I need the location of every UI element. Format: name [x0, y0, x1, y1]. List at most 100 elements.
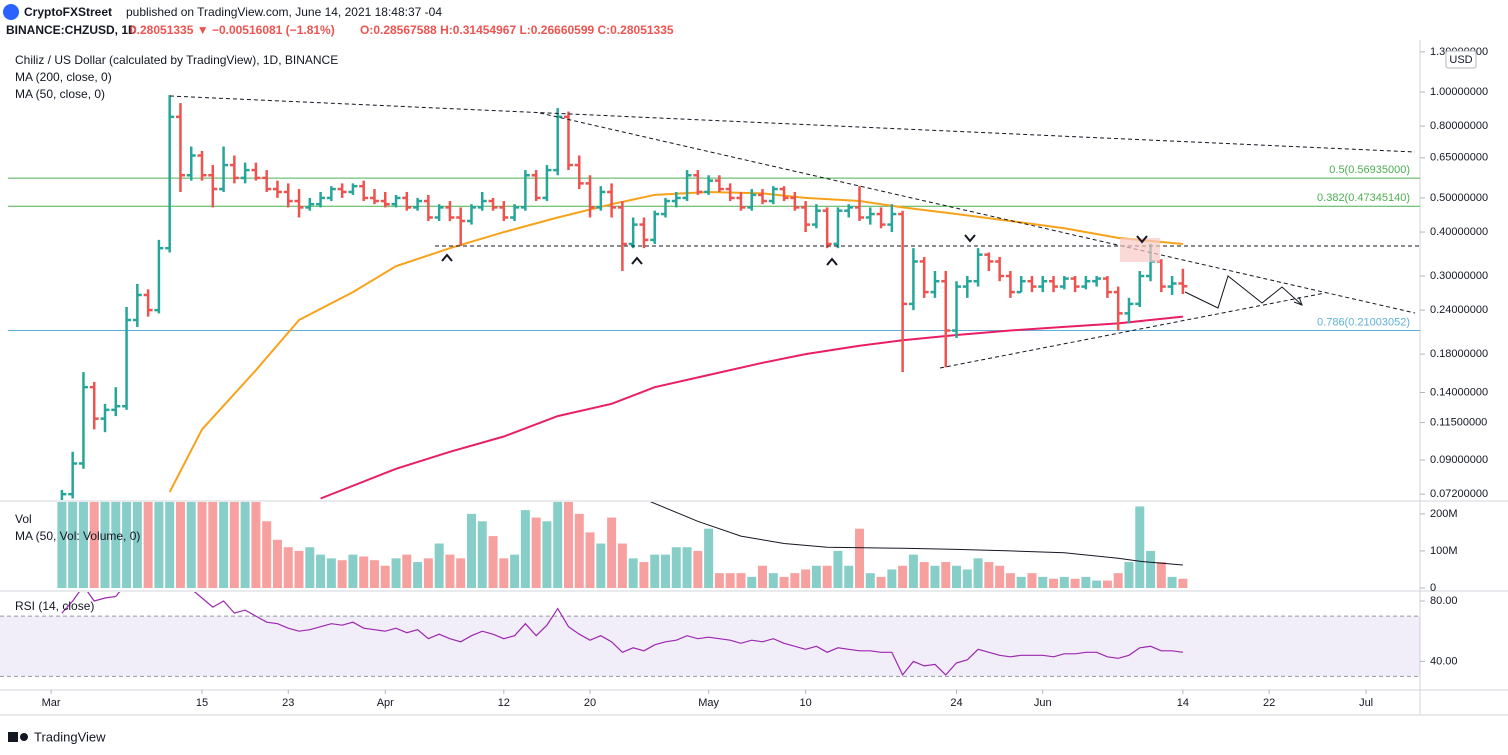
volume-bar — [111, 502, 121, 588]
volume-bar — [617, 543, 627, 588]
footer: TradingView — [8, 729, 106, 744]
volume-bar — [930, 565, 940, 588]
volume-bar — [844, 565, 854, 588]
y-tick-label: 100M — [1430, 545, 1458, 557]
y-tick-label: 0.18000000 — [1430, 348, 1488, 360]
volume-bar — [197, 502, 207, 588]
volume-bar — [240, 502, 250, 588]
drawings — [169, 95, 1420, 369]
x-tick-label: May — [698, 697, 719, 709]
volume-bar — [768, 573, 778, 588]
header: CryptoFXStreet published on TradingView.… — [3, 4, 674, 37]
volume-ma-legend: MA (50, Vol: Volume, 0) — [15, 529, 140, 543]
volume-bar — [585, 532, 595, 588]
moving-average — [168, 190, 1183, 493]
chart-title: Chiliz / US Dollar (calculated by Tradin… — [15, 53, 338, 67]
trendline — [939, 292, 1326, 369]
volume-bar — [596, 543, 606, 588]
y-tick-label: 0.30000000 — [1430, 270, 1488, 282]
volume-bar — [542, 521, 552, 588]
price-pane: 0.5(0.56935000) 0.382(0.47345140) 0.786(0.… — [8, 95, 1420, 500]
volume-bar — [1167, 576, 1177, 588]
volume-bar — [154, 502, 164, 588]
volume-bar — [639, 562, 649, 588]
volume-bar — [1081, 576, 1091, 588]
volume-bar — [78, 502, 88, 588]
x-tick-label: 24 — [950, 697, 962, 709]
x-tick-label: Jun — [1034, 697, 1052, 709]
volume-bar — [747, 576, 757, 588]
low-marker — [631, 256, 643, 265]
volume-bar — [855, 528, 865, 588]
volume-bar — [1049, 578, 1059, 588]
volume-bar — [369, 560, 379, 588]
volume-bar — [790, 573, 800, 588]
volume-bar — [865, 573, 875, 588]
volume-bar — [1092, 580, 1102, 588]
volume-bar — [563, 502, 573, 588]
volume-bar — [1113, 573, 1123, 588]
volume-bar — [434, 543, 444, 588]
volume-bar — [1038, 576, 1048, 588]
volume-pane — [57, 502, 1188, 588]
projected-arrow — [1293, 296, 1303, 306]
y-tick-label: 200M — [1430, 508, 1458, 520]
volume-bar — [294, 550, 304, 588]
y-tick-label: 0.09000000 — [1430, 454, 1488, 466]
volume-bar — [801, 569, 811, 588]
volume-bar — [423, 558, 433, 588]
x-tick-label: Jul — [1359, 697, 1373, 709]
volume-bar — [89, 502, 99, 588]
low-marker — [826, 257, 838, 266]
volume-bar — [682, 547, 692, 588]
volume-bar — [143, 502, 153, 588]
volume-bar — [995, 565, 1005, 588]
author: CryptoFXStreet — [24, 5, 112, 19]
volume-title: Vol — [15, 512, 32, 526]
volume-bar — [477, 521, 487, 588]
fib-label: 0.5(0.56935000) — [1329, 164, 1410, 176]
volume-bar — [822, 565, 832, 588]
trendline — [539, 112, 1416, 314]
volume-bar — [941, 562, 951, 588]
rsi-pane — [0, 592, 1420, 677]
volume-bar — [1005, 573, 1015, 588]
rsi-legend: RSI (14, close) — [15, 599, 94, 613]
x-tick-label: 20 — [584, 697, 596, 709]
volume-bar — [251, 502, 261, 588]
y-tick-label: 0.14000000 — [1430, 386, 1488, 398]
volume-bar — [1156, 562, 1166, 588]
volume-bar — [952, 565, 962, 588]
volume-bar — [68, 502, 78, 588]
volume-bar — [1016, 576, 1026, 588]
legend-ma200: MA (200, close, 0) — [15, 70, 112, 84]
brand: TradingView — [34, 729, 106, 744]
projected-path — [1184, 275, 1303, 309]
volume-bar — [660, 554, 670, 588]
high-marker — [964, 234, 976, 243]
volume-bar — [725, 573, 735, 588]
volume-bar — [553, 502, 563, 588]
volume-bar — [391, 558, 401, 588]
volume-bar — [488, 536, 498, 588]
volume-bar — [402, 554, 412, 588]
volume-bar — [283, 547, 293, 588]
volume-ma — [649, 502, 1183, 566]
volume-bar — [1102, 580, 1112, 588]
x-tick-label: 22 — [1263, 697, 1275, 709]
volume-bar — [165, 502, 175, 588]
ohlc-line: O:0.28567588 H:0.31454967 L:0.26660599 C… — [360, 23, 674, 37]
y-tick-label: 1.00000000 — [1430, 86, 1488, 98]
unit-label: USD — [1449, 54, 1472, 66]
volume-bar — [100, 502, 110, 588]
high-marker — [1136, 235, 1148, 244]
y-tick-label: 80.00 — [1430, 595, 1458, 607]
unit-badge-box — [1445, 50, 1477, 69]
low-marker — [441, 253, 453, 262]
volume-bar — [973, 558, 983, 588]
fib-label: 0.786(0.21003052) — [1317, 316, 1410, 328]
y-tick-label: 0.50000000 — [1430, 192, 1488, 204]
symbol: BINANCE:CHZUSD, 1D — [6, 23, 137, 37]
volume-bar — [650, 554, 660, 588]
